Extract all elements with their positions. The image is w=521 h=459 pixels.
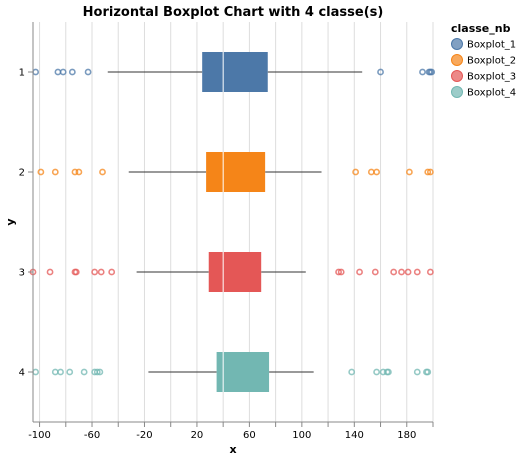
legend-item: Boxplot_4 xyxy=(451,86,516,99)
outlier-point xyxy=(373,368,381,376)
box-iqr xyxy=(206,152,266,192)
legend-title: classe_nb xyxy=(451,22,511,35)
outlier-point xyxy=(367,168,375,176)
outlier-point xyxy=(348,368,356,376)
outlier-point xyxy=(84,68,92,76)
plot-area xyxy=(29,52,436,392)
outlier-point xyxy=(93,368,101,376)
outlier-point xyxy=(335,268,342,276)
outlier-point xyxy=(37,168,45,176)
outlier-point xyxy=(57,368,64,376)
y-tick-label: 2 xyxy=(19,168,25,179)
outlier-point xyxy=(46,268,54,276)
outlier-point xyxy=(398,268,405,276)
outlier-point xyxy=(108,268,116,276)
outlier-point xyxy=(404,268,412,276)
outlier-point xyxy=(96,368,104,376)
outlier-point xyxy=(385,368,392,376)
x-axis-label: x xyxy=(229,443,236,456)
outlier-point xyxy=(426,268,434,276)
box-iqr xyxy=(216,352,270,392)
boxplot-3 xyxy=(29,252,434,292)
legend-symbol xyxy=(451,70,463,82)
outlier-point xyxy=(99,168,106,176)
outlier-point xyxy=(80,368,88,376)
outlier-point xyxy=(32,368,40,376)
x-tick-label: 140 xyxy=(345,430,364,441)
x-tick-label: -60 xyxy=(84,430,100,441)
outlier-point xyxy=(352,168,360,176)
outlier-point xyxy=(91,268,99,276)
legend-label: Boxplot_4 xyxy=(467,88,516,99)
x-tick-label: -20 xyxy=(136,430,152,441)
y-tick-label: 3 xyxy=(19,268,25,279)
x-tick-label: -100 xyxy=(28,430,51,441)
y-tick-label: 4 xyxy=(19,368,25,379)
outlier-point xyxy=(371,268,379,276)
outlier-point xyxy=(419,68,426,76)
x-tick-label: 20 xyxy=(191,430,204,441)
legend-label: Boxplot_1 xyxy=(467,40,516,51)
axes: -100 -60 -20 20 60 100 140 180 1 2 3 4 xyxy=(19,22,434,441)
outlier-point xyxy=(71,168,79,176)
y-axis-label: y xyxy=(4,218,17,225)
x-tick-label: 100 xyxy=(292,430,311,441)
outlier-point xyxy=(426,168,434,176)
box-iqr xyxy=(202,52,268,92)
outlier-point xyxy=(413,268,421,276)
outlier-point xyxy=(377,68,384,76)
outlier-point xyxy=(75,168,83,176)
outlier-point xyxy=(51,168,59,176)
legend-symbol xyxy=(451,54,463,66)
boxplot-4 xyxy=(32,352,432,392)
outlier-point xyxy=(54,68,62,76)
outlier-point xyxy=(66,368,74,376)
box-iqr xyxy=(208,252,262,292)
outlier-point xyxy=(68,68,76,76)
outlier-point xyxy=(356,268,363,276)
outlier-point xyxy=(59,68,67,76)
outlier-point xyxy=(373,168,381,176)
legend-label: Boxplot_2 xyxy=(467,56,516,67)
outlier-point xyxy=(428,68,436,76)
legend-symbol xyxy=(451,86,463,98)
boxplot-1 xyxy=(32,52,436,92)
legend-symbol xyxy=(451,38,463,50)
y-tick-label: 1 xyxy=(19,68,25,79)
grid-lines xyxy=(39,22,434,422)
outlier-point xyxy=(72,268,80,276)
outlier-point xyxy=(97,268,105,276)
outlier-point xyxy=(32,68,40,76)
legend-item: Boxplot_3 xyxy=(451,70,516,83)
legend-item: Boxplot_1 xyxy=(451,38,516,51)
outlier-point xyxy=(424,368,432,376)
legend: classe_nb Boxplot_1 Boxplot_2 Boxplot_3 Box… xyxy=(451,22,516,99)
x-tick-label: 180 xyxy=(397,430,416,441)
outlier-point xyxy=(51,368,59,376)
boxplot-2 xyxy=(37,152,434,192)
legend-item: Boxplot_2 xyxy=(451,54,516,67)
chart-title: Horizontal Boxplot Chart with 4 classe(s… xyxy=(83,5,384,20)
outlier-point xyxy=(424,168,432,176)
x-tick-label: 60 xyxy=(243,430,256,441)
outlier-point xyxy=(405,168,413,176)
outlier-point xyxy=(390,268,398,276)
outlier-point xyxy=(337,268,345,276)
legend-label: Boxplot_3 xyxy=(467,72,516,83)
outlier-point xyxy=(413,368,421,376)
